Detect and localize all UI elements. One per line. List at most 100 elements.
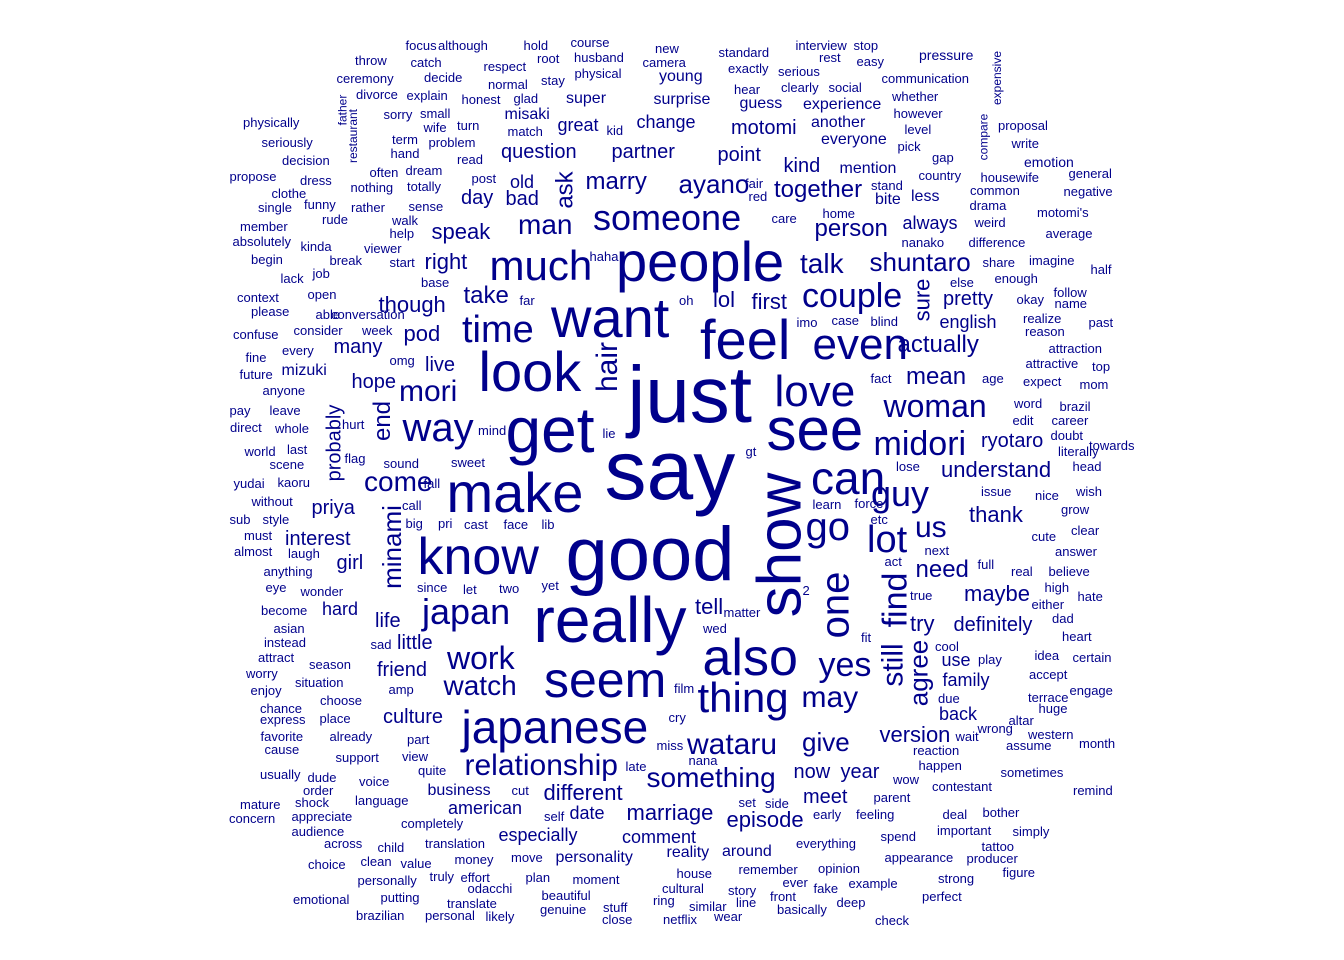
cloud-word: parent (873, 789, 911, 805)
cloud-word: appearance (884, 849, 954, 865)
cloud-word: japanese (461, 701, 649, 753)
cloud-word: style (262, 511, 290, 527)
cloud-word: motomi (731, 117, 797, 139)
cloud-word: live (425, 354, 456, 376)
cloud-word: often (369, 164, 399, 180)
cloud-word: miss (656, 737, 684, 753)
cloud-word: 2 (802, 582, 810, 598)
cloud-word: especially (498, 825, 578, 845)
cloud-word: agree (902, 639, 933, 707)
cloud-word: quite (418, 762, 447, 778)
cloud-word: support (335, 749, 379, 765)
cloud-word: interview (795, 37, 847, 53)
cloud-word: proposal (998, 117, 1048, 133)
cloud-word: now (793, 761, 831, 783)
cloud-word: value (400, 855, 432, 871)
cloud-word: full (977, 556, 995, 572)
cloud-word: say (604, 423, 736, 517)
cloud-word: fine (245, 349, 267, 365)
cloud-word: glad (513, 90, 539, 106)
cloud-word: hand (390, 145, 420, 161)
cloud-word: fake (813, 880, 839, 896)
cloud-word: guy (871, 473, 930, 514)
cloud-word: course (570, 34, 610, 50)
cloud-word: help (389, 225, 415, 241)
cloud-word: brazil (1059, 398, 1091, 414)
cloud-word: plan (525, 869, 551, 885)
cloud-word: standard (718, 44, 770, 60)
cloud-word: family (942, 670, 990, 690)
cloud-word: wish (1076, 483, 1103, 499)
cloud-word: exactly (728, 60, 769, 76)
cloud-word: towards (1089, 437, 1135, 453)
cloud-word: putting (380, 889, 420, 905)
cloud-word: cause (264, 741, 300, 757)
cloud-word: deep (836, 894, 866, 910)
cloud-word: choose (320, 692, 362, 708)
cloud-word: rest (819, 49, 841, 65)
cloud-word: child (377, 839, 405, 855)
cloud-word: blind (870, 313, 898, 329)
cloud-word: appreciate (291, 808, 353, 824)
cloud-word: strong (938, 870, 975, 886)
cloud-word: different (543, 780, 623, 805)
cloud-word: name (1054, 295, 1088, 311)
cloud-word: another (811, 114, 866, 131)
cloud-word: together (774, 176, 863, 203)
cloud-word: cool (935, 638, 959, 654)
cloud-word: bother (982, 804, 1020, 820)
cloud-word: pick (897, 138, 921, 154)
cloud-word: netflix (663, 911, 697, 927)
cloud-word: instead (264, 634, 306, 650)
cloud-word: gt (745, 443, 757, 459)
cloud-word: turn (457, 117, 480, 133)
cloud-word: person (814, 215, 888, 242)
cloud-word: begin (251, 251, 283, 267)
cloud-word: nothing (350, 179, 394, 195)
cloud-word: wear (714, 908, 743, 924)
cloud-word: assume (1006, 737, 1052, 753)
cloud-word: really (533, 584, 687, 656)
cloud-word: high (1044, 579, 1070, 595)
cloud-word: late (625, 758, 647, 774)
cloud-word: pay (229, 402, 251, 418)
cloud-word: pretty (943, 288, 994, 310)
cloud-word: yes (818, 646, 872, 684)
cloud-word: become (261, 602, 308, 618)
cloud-word: half (1090, 261, 1112, 277)
cloud-word: sound (383, 455, 419, 471)
cloud-word: anyone (262, 382, 306, 398)
cloud-word: completely (401, 815, 464, 831)
cloud-word: actually (897, 331, 979, 358)
cloud-word: base (421, 274, 450, 290)
cloud-word: ever (782, 874, 808, 890)
cloud-word: midori (873, 425, 967, 463)
cloud-word: mature (240, 796, 281, 812)
cloud-word: front (770, 888, 797, 904)
cloud-word: choice (308, 856, 346, 872)
cloud-word: remember (738, 861, 798, 877)
cloud-word: hair (591, 341, 625, 393)
cloud-word: year (840, 761, 880, 783)
cloud-word: question (501, 141, 577, 163)
cloud-word: totally (407, 178, 441, 194)
cloud-word: beautiful (541, 887, 591, 903)
cloud-word: whole (275, 420, 309, 436)
cloud-word: something (646, 762, 776, 793)
cloud-word: leave (269, 402, 301, 418)
cloud-word: change (636, 112, 696, 132)
cloud-word: point (717, 144, 761, 166)
cloud-word: meet (803, 786, 848, 808)
cloud-word: remind (1073, 782, 1113, 798)
cloud-word: first (751, 289, 787, 314)
cloud-word: true (910, 587, 933, 603)
cloud-word: sorry (383, 106, 413, 122)
cloud-word: ryotaro (981, 430, 1044, 452)
cloud-word: without (251, 493, 293, 509)
cloud-word: catch (410, 54, 442, 70)
cloud-word: mind (478, 422, 507, 438)
cloud-word: lib (541, 516, 555, 532)
cloud-word: doubt (1050, 427, 1084, 443)
cloud-word: edit (1012, 412, 1034, 428)
